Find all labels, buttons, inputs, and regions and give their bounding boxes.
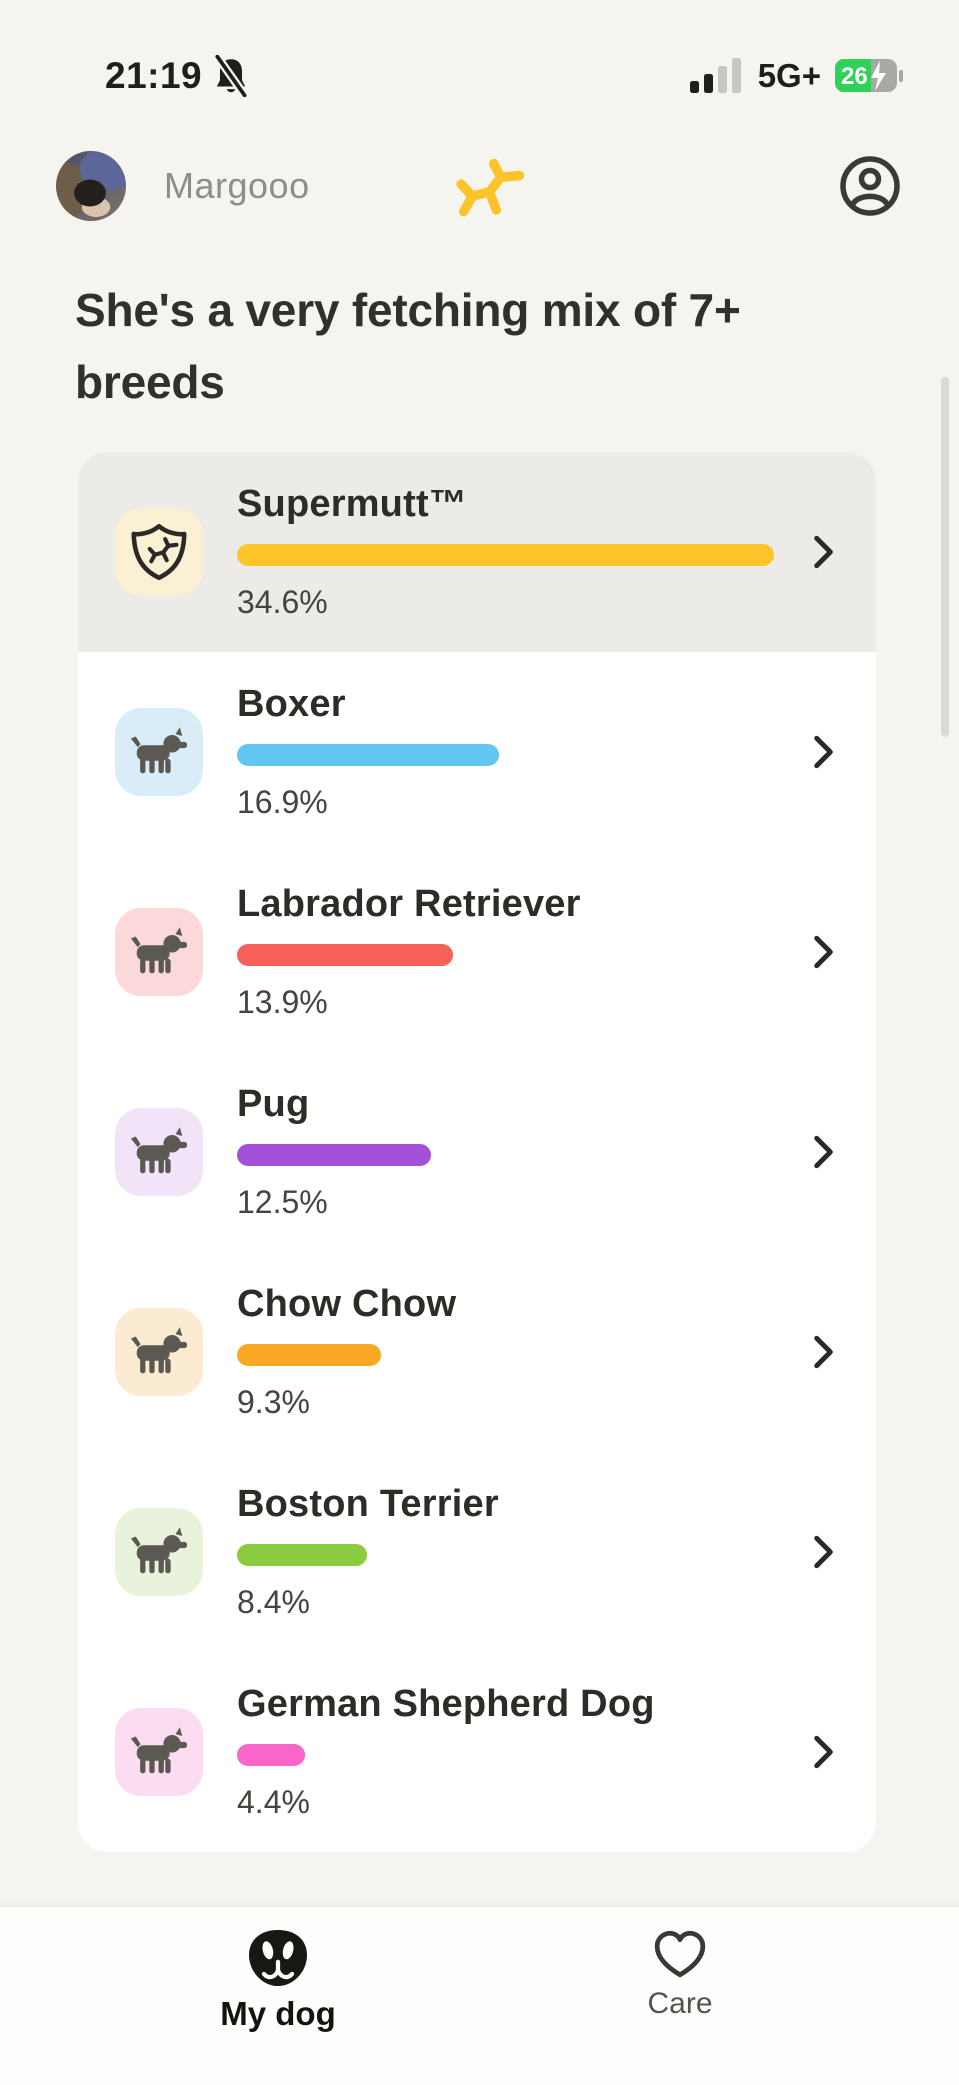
embark-dog-logo (455, 158, 524, 217)
breed-name: Pug (237, 1083, 310, 1125)
profile-button[interactable] (837, 153, 903, 219)
labrador-dog-icon (115, 908, 203, 996)
breed-row[interactable]: Supermutt™ 34.6% (78, 452, 876, 652)
chevron-right-icon (814, 535, 833, 569)
breed-percentage-bar (237, 1344, 381, 1366)
breed-row[interactable]: Labrador Retriever 13.9% (78, 852, 876, 1052)
boston-terrier-dog-icon (115, 1508, 203, 1596)
avatar[interactable] (56, 151, 126, 221)
breed-percent-value: 12.5% (237, 1184, 328, 1220)
breed-percent-value: 16.9% (237, 784, 328, 820)
breed-percent-value: 13.9% (237, 984, 328, 1020)
breed-row[interactable]: Boxer 16.9% (78, 652, 876, 852)
chevron-right-icon (814, 935, 833, 969)
breed-percentage-bar (237, 1544, 367, 1566)
breed-percent-value: 8.4% (237, 1584, 310, 1620)
breed-name: Boston Terrier (237, 1483, 499, 1525)
pug-dog-icon (115, 1108, 203, 1196)
dog-name: Margooo (164, 165, 310, 206)
breed-name: German Shepherd Dog (237, 1683, 655, 1725)
breed-percentage-bar (237, 1744, 305, 1766)
chevron-right-icon (814, 1535, 833, 1569)
breed-percent-value: 34.6% (237, 584, 328, 620)
chevron-right-icon (814, 1735, 833, 1769)
clock: 21:19 (105, 55, 203, 96)
heart-icon (654, 1930, 706, 1978)
german-shepherd-dog-icon (115, 1708, 203, 1796)
breed-row[interactable]: Boston Terrier 8.4% (78, 1452, 876, 1652)
svg-text:26: 26 (841, 63, 868, 90)
breed-percentage-bar (237, 544, 774, 566)
breed-name: Supermutt™ (237, 483, 467, 525)
breed-percent-value: 4.4% (237, 1784, 310, 1820)
page-title: She's a very fetching mix of 7+ breeds (75, 284, 741, 408)
scrollbar-thumb[interactable] (941, 377, 949, 737)
network-type: 5G+ (757, 57, 821, 94)
chow-chow-dog-icon (115, 1308, 203, 1396)
chevron-right-icon (814, 1335, 833, 1369)
breed-percentage-bar (237, 1144, 431, 1166)
dog-nose-icon (249, 1929, 307, 1987)
status-bar: 21:19 5G+ 26 (0, 0, 959, 100)
tab-label-care: Care (647, 1987, 713, 2020)
tab-label-my-dog: My dog (220, 1995, 336, 2032)
breed-percentage-bar (237, 944, 453, 966)
breed-name: Boxer (237, 683, 346, 725)
breed-name: Labrador Retriever (237, 883, 581, 925)
breed-list-card: Supermutt™ 34.6% Boxer 16. (78, 452, 876, 1852)
breed-row[interactable]: Chow Chow 9.3% (78, 1252, 876, 1452)
breed-row[interactable]: Pug 12.5% (78, 1052, 876, 1252)
tab-care[interactable]: Care (570, 1929, 790, 2021)
supermutt-shield-icon (115, 508, 203, 596)
breed-row[interactable]: German Shepherd Dog 4.4% (78, 1652, 876, 1852)
breed-name: Chow Chow (237, 1283, 457, 1325)
profile-icon (840, 156, 900, 216)
battery-charging-icon: 26 (835, 59, 903, 92)
chevron-right-icon (814, 1135, 833, 1169)
boxer-dog-icon (115, 708, 203, 796)
bottom-navigation: My dog Care (0, 1907, 959, 2085)
tab-my-dog[interactable]: My dog (168, 1929, 388, 2033)
chevron-right-icon (814, 735, 833, 769)
signal-bars-icon (689, 58, 741, 93)
breed-percentage-bar (237, 744, 499, 766)
bell-slash-icon (214, 55, 249, 97)
breed-percent-value: 9.3% (237, 1384, 310, 1420)
app-header: Margooo (0, 150, 959, 222)
